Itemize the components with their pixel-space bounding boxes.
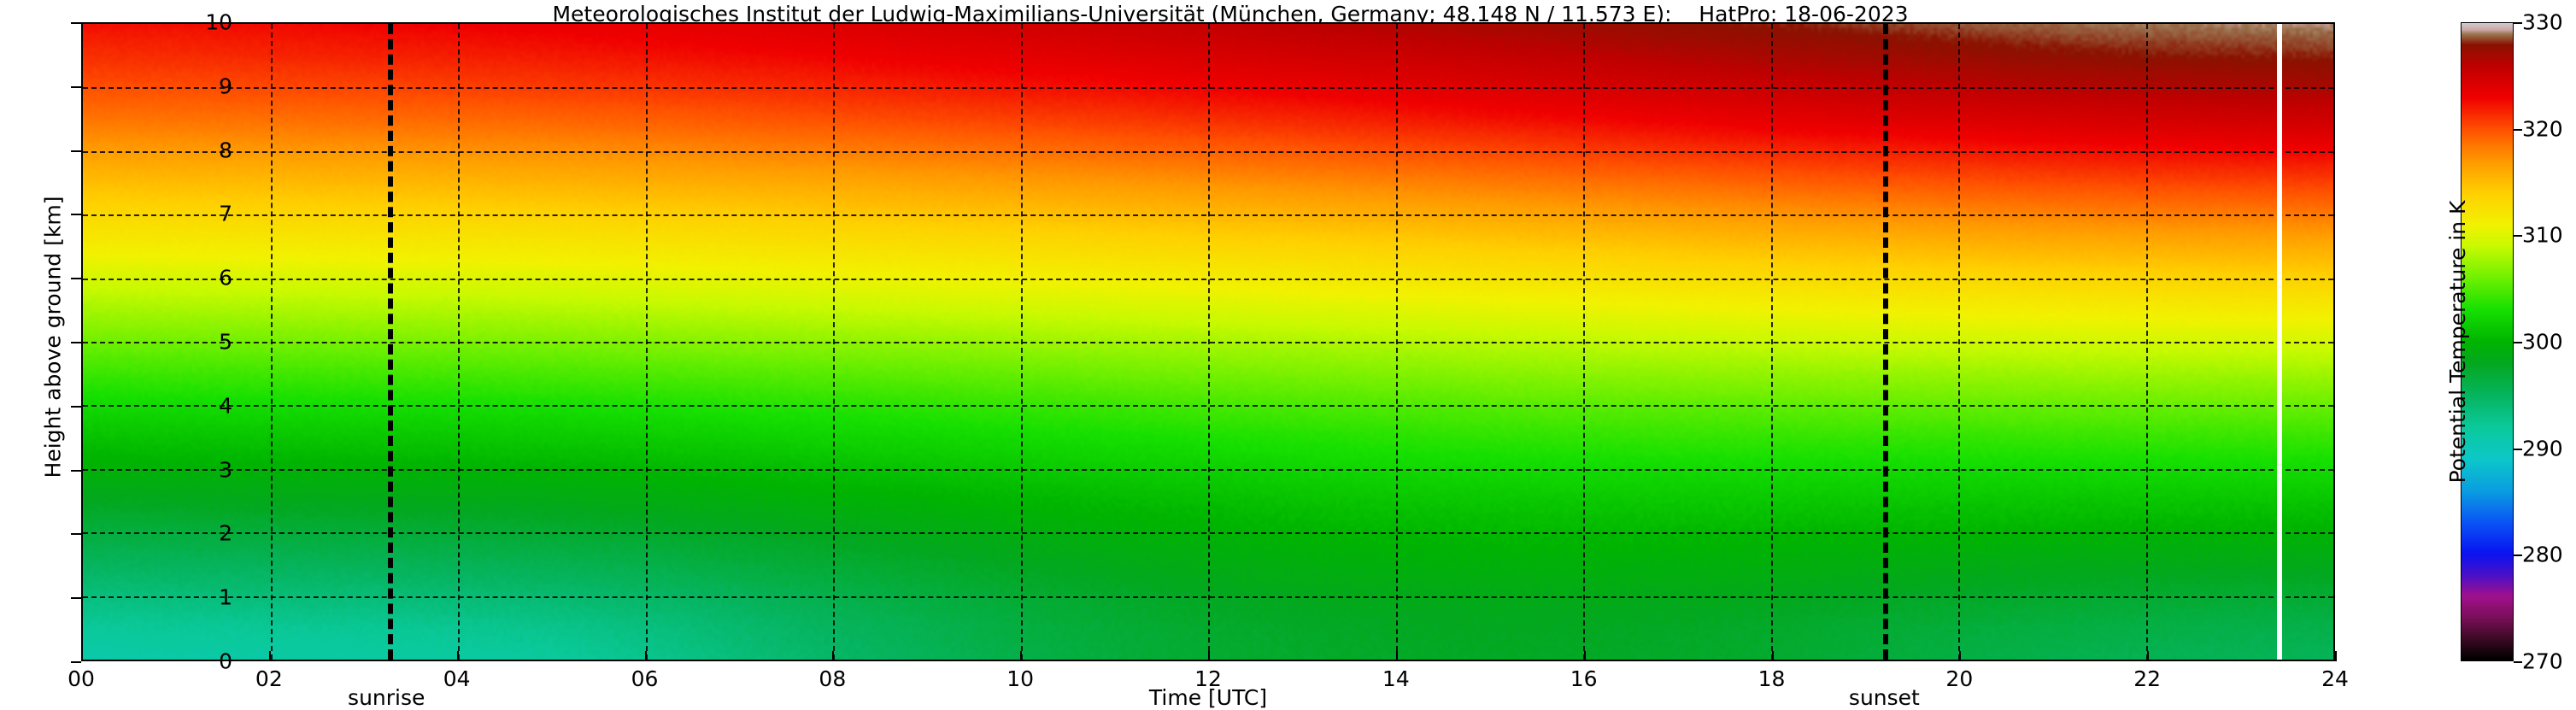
event-line-current-time-marker (2277, 24, 2283, 660)
colorbar-tick-label: 330 (2522, 9, 2563, 35)
colorbar-container[interactable] (2461, 22, 2514, 661)
y-tick-label: 7 (219, 201, 232, 226)
x-tick-label: 12 (1194, 666, 1222, 691)
x-tick-label: 22 (2133, 666, 2162, 691)
y-tick-mark (71, 22, 81, 24)
x-tick-mark (2335, 651, 2337, 661)
gridline-horizontal (83, 468, 2333, 471)
y-tick-mark (71, 85, 81, 88)
event-label-sunrise: sunrise (348, 685, 425, 710)
x-tick-label: 10 (1006, 666, 1035, 691)
colorbar-tick-label: 300 (2522, 329, 2563, 355)
y-tick-mark (71, 405, 81, 408)
y-tick-label: 2 (219, 520, 232, 546)
x-tick-mark (456, 651, 459, 661)
x-tick-label: 14 (1382, 666, 1410, 691)
y-tick-mark (71, 661, 81, 663)
gridline-horizontal (83, 532, 2333, 535)
x-tick-mark (2147, 651, 2150, 661)
colorbar-tick-mark (2514, 448, 2522, 450)
x-tick-mark (1208, 651, 1210, 661)
y-tick-mark (71, 150, 81, 152)
x-tick-label: 18 (1757, 666, 1786, 691)
y-tick-label: 4 (219, 393, 232, 419)
x-tick-label: 08 (819, 666, 847, 691)
y-tick-mark (71, 469, 81, 472)
gridline-horizontal (83, 278, 2333, 280)
colorbar-tick-label: 280 (2522, 542, 2563, 567)
x-tick-mark (268, 651, 271, 661)
event-line-sunset (1883, 24, 1889, 660)
colorbar-gradient (2461, 22, 2514, 661)
gridline-horizontal (83, 342, 2333, 343)
x-tick-label: 02 (255, 666, 283, 691)
colorbar-tick-mark (2514, 235, 2522, 238)
x-tick-mark (1583, 651, 1586, 661)
x-tick-label: 04 (443, 666, 471, 691)
x-tick-mark (644, 651, 647, 661)
x-tick-mark (1395, 651, 1398, 661)
y-tick-label: 1 (219, 584, 232, 610)
x-tick-label: 00 (67, 666, 95, 691)
x-tick-mark (832, 651, 835, 661)
colorbar-tick-mark (2514, 22, 2522, 24)
colorbar-tick-label: 310 (2522, 222, 2563, 248)
y-tick-mark (71, 597, 81, 600)
y-tick-label: 6 (219, 265, 232, 290)
gridline-horizontal (83, 87, 2333, 90)
y-tick-mark (71, 342, 81, 343)
x-tick-mark (1771, 651, 1774, 661)
gridline-horizontal (83, 405, 2333, 408)
colorbar-tick-label: 320 (2522, 116, 2563, 142)
colorbar-tick-mark (2514, 661, 2522, 663)
y-tick-label: 9 (219, 73, 232, 99)
colorbar-tick-mark (2514, 128, 2522, 131)
event-line-sunrise (387, 24, 393, 660)
y-axis-label: Height above ground [km] (40, 196, 66, 478)
heatmap-plot-area[interactable] (81, 22, 2335, 661)
y-tick-mark (71, 278, 81, 280)
gridline-horizontal (83, 214, 2333, 217)
x-tick-mark (81, 651, 83, 661)
y-axis-label-container: Height above ground [km] (9, 22, 66, 661)
x-tick-mark (1959, 651, 1962, 661)
event-label-sunset: sunset (1848, 685, 1920, 710)
x-tick-mark (1020, 651, 1023, 661)
y-tick-mark (71, 214, 81, 216)
x-tick-label: 24 (2321, 666, 2349, 691)
colorbar-tick-label: 290 (2522, 436, 2563, 461)
x-tick-label: 20 (1945, 666, 1974, 691)
colorbar-tick-label: 270 (2522, 648, 2563, 674)
y-tick-label: 8 (219, 138, 232, 163)
y-tick-label: 10 (205, 9, 232, 35)
y-tick-label: 5 (219, 329, 232, 355)
y-tick-label: 3 (219, 457, 232, 483)
gridline-horizontal (83, 150, 2333, 153)
y-tick-label: 0 (219, 648, 232, 674)
colorbar-tick-mark (2514, 555, 2522, 557)
gridline-horizontal (83, 596, 2333, 598)
colorbar-label: Potential Temperature in K (2445, 200, 2470, 484)
colorbar-tick-mark (2514, 342, 2522, 343)
x-tick-label: 16 (1570, 666, 1598, 691)
y-tick-mark (71, 533, 81, 536)
x-tick-label: 06 (631, 666, 659, 691)
